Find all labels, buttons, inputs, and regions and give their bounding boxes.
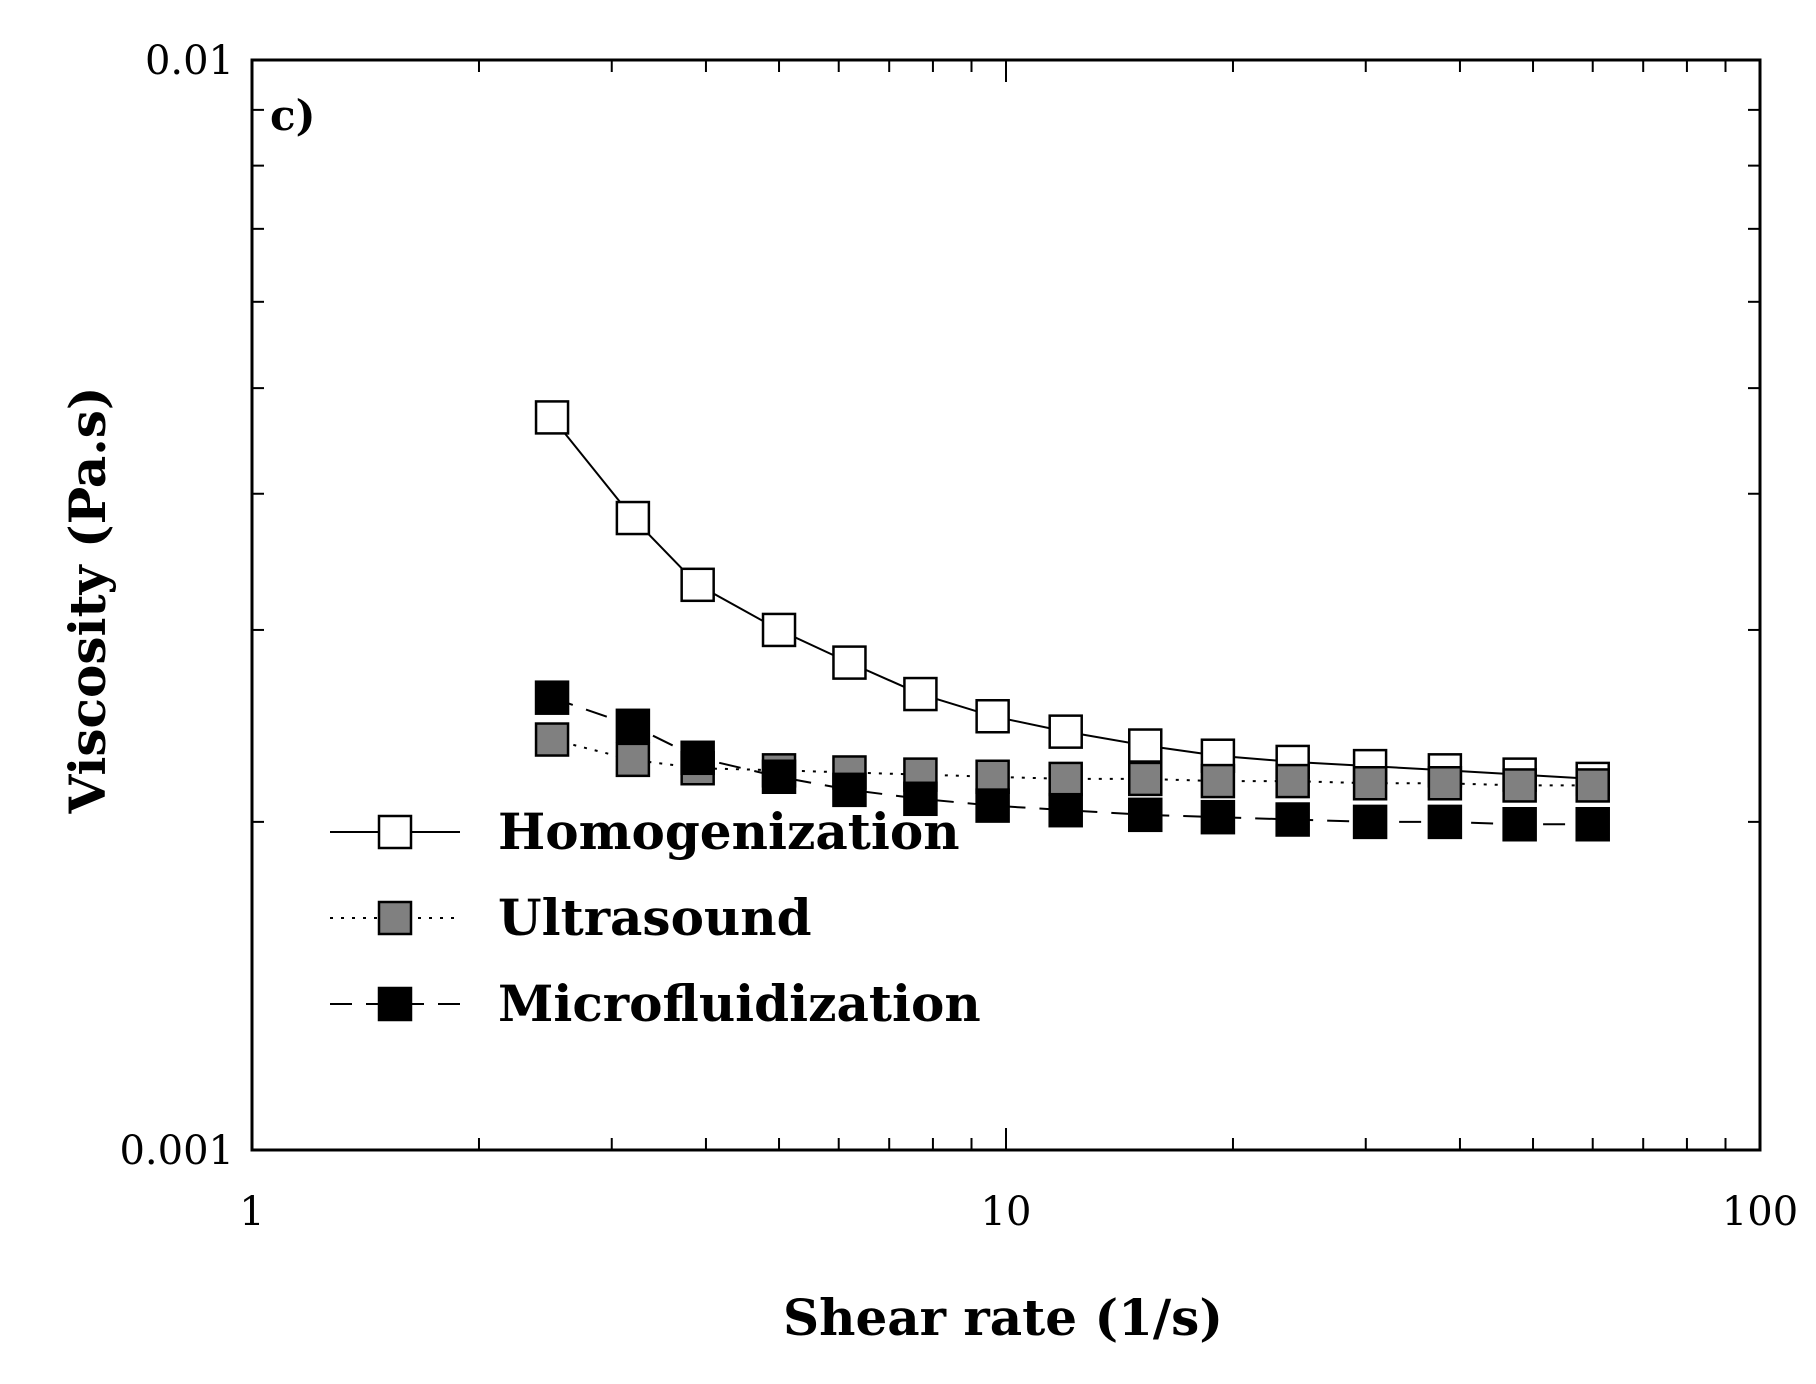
data-point xyxy=(1352,804,1388,840)
data-point xyxy=(680,740,715,776)
data-point xyxy=(680,567,715,603)
data-point xyxy=(1275,763,1310,799)
data-point xyxy=(1200,799,1236,835)
series-microfluidization xyxy=(534,680,1610,842)
data-point xyxy=(1575,768,1610,803)
data-point xyxy=(1502,768,1537,803)
data-point xyxy=(534,680,570,715)
legend-label: Homogenization xyxy=(498,802,960,861)
legend-marker xyxy=(377,986,413,1022)
series-ultrasound xyxy=(534,722,1610,803)
legend-marker xyxy=(377,900,413,936)
data-point xyxy=(615,708,651,744)
x-tick-label: 10 xyxy=(981,1189,1032,1235)
data-point xyxy=(975,759,1010,795)
x-tick-label: 1 xyxy=(239,1189,264,1235)
data-point xyxy=(903,781,938,817)
data-point xyxy=(832,645,867,680)
y-tick-label: 0.01 xyxy=(145,38,234,84)
series-layer xyxy=(534,400,1610,842)
data-point xyxy=(761,612,797,648)
series-line xyxy=(551,738,1593,787)
data-point xyxy=(615,742,651,778)
data-point xyxy=(975,698,1010,734)
y-axis-title: Viscosity (Pa.s) xyxy=(58,386,117,814)
legend-item-microfluidization: Microfluidization xyxy=(330,974,981,1033)
data-point xyxy=(615,500,651,536)
legend-item-ultrasound: Ultrasound xyxy=(330,888,812,947)
data-point xyxy=(975,788,1010,823)
axes-layer: 1 10 100 0.001 0.01 xyxy=(119,38,1798,1235)
data-point xyxy=(903,676,938,712)
data-point xyxy=(1128,797,1163,833)
data-point xyxy=(1128,728,1163,763)
legend-label: Microfluidization xyxy=(498,974,981,1033)
legend: Homogenization Ultrasound Microfluidizatio… xyxy=(330,802,981,1033)
data-point xyxy=(1575,807,1610,842)
data-point xyxy=(1200,763,1236,799)
data-point xyxy=(1048,714,1083,749)
x-axis-title: Shear rate (1/s) xyxy=(783,1288,1223,1347)
panel-label: c) xyxy=(270,91,315,140)
legend-marker xyxy=(377,814,413,850)
legend-item-homogenization: Homogenization xyxy=(330,802,960,861)
series-line xyxy=(551,696,1593,826)
data-point xyxy=(534,722,570,757)
legend-label: Ultrasound xyxy=(498,888,812,947)
data-point xyxy=(1502,807,1537,842)
data-point xyxy=(1048,792,1083,828)
data-point xyxy=(832,772,867,808)
data-point xyxy=(1048,761,1083,797)
x-tick-label: 100 xyxy=(1722,1189,1798,1235)
data-point xyxy=(1275,802,1310,837)
data-point xyxy=(1352,766,1388,801)
data-point xyxy=(1427,766,1463,801)
data-point xyxy=(1427,804,1463,840)
data-point xyxy=(534,400,570,435)
data-point xyxy=(1128,761,1163,797)
data-point xyxy=(761,759,797,795)
plot-frame xyxy=(250,58,1762,1152)
y-tick-label: 0.001 xyxy=(119,1128,234,1174)
series-homogenization xyxy=(534,400,1610,797)
